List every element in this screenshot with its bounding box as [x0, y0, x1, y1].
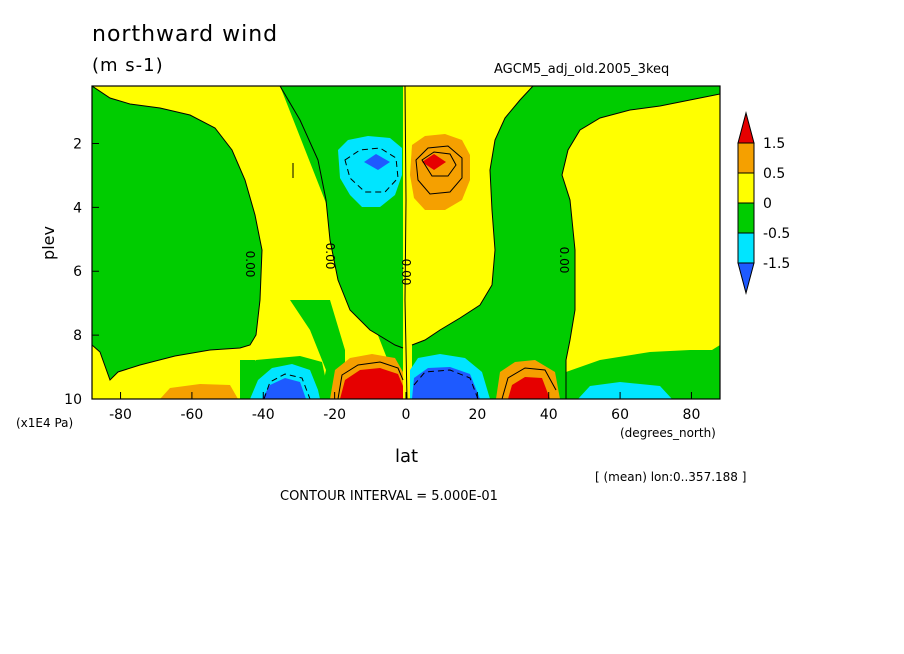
y-tick-label: 10 [64, 392, 82, 408]
x-tick-label: -60 [180, 407, 203, 423]
x-tick-label: 0 [402, 407, 411, 423]
contour-fill-orange-lowleft [160, 384, 238, 399]
x-axis-units: (degrees_north) [620, 426, 716, 440]
y-tick-label: 4 [73, 200, 82, 216]
contour-line-zero-south [92, 86, 263, 381]
x-tick-label: -20 [323, 407, 346, 423]
contour-fill-layer [92, 86, 720, 399]
contour-fill-orange-upper-north [410, 134, 470, 210]
colorbar-label: -1.5 [763, 256, 790, 272]
contour-fill-blue-low-north [412, 367, 480, 399]
contour-line-cyan-low-south [263, 373, 311, 399]
colorbar-label: 1.5 [763, 136, 785, 152]
chart-units: (m s-1) [92, 55, 164, 76]
contour-fill-red-low-north [508, 377, 550, 399]
contour-fill-negative-north [412, 86, 720, 399]
y-axis-ticks [92, 142, 99, 400]
x-axis-tick-labels: -80 -60 -40 -20 0 20 40 60 80 [109, 407, 700, 423]
contour-line-red-low-south [337, 361, 404, 399]
contour-line-orange-upper [415, 145, 463, 195]
contour-fill-blue-low-south [262, 378, 306, 399]
contour-labels: 0.00 0.00 0.00 0.00 [243, 243, 571, 286]
y-axis-label: plev [39, 226, 58, 260]
x-axis-label: lat [395, 446, 419, 467]
y-tick-label: 8 [73, 328, 82, 344]
contour-label: 0.00 [323, 243, 337, 270]
y-tick-label: 2 [73, 136, 82, 152]
contour-line-zero-equator [404, 86, 408, 399]
contour-line-zero-northeast [561, 93, 720, 399]
contour-line-orange-upper-inner [421, 151, 457, 177]
colorbar-label: 0.5 [763, 166, 785, 182]
x-tick-label: -80 [109, 407, 132, 423]
chart-title: northward wind [92, 22, 279, 47]
contour-line-red-low-north [501, 367, 557, 399]
contour-fill-red-low-south [340, 368, 403, 399]
y-tick-label: 6 [73, 264, 82, 280]
contour-line-blue-low-north [413, 369, 479, 399]
contour-label: 0.00 [399, 259, 413, 286]
contour-line-zero-north [411, 86, 534, 346]
colorbar-labels: 1.5 0.5 0 -0.5 -1.5 [763, 136, 790, 272]
contour-fill-cyan-low-northeast [578, 382, 672, 399]
x-tick-label: 20 [468, 407, 486, 423]
contour-label: 0.00 [243, 251, 257, 278]
dataset-label: AGCM5_adj_old.2005_3keq [494, 62, 670, 77]
colorbar-segment-orange [737, 142, 755, 174]
colorbar: 1.5 0.5 0 -0.5 -1.5 [737, 111, 790, 295]
colorbar-top-arrow [737, 111, 755, 144]
mean-note: [ (mean) lon:0..357.188 ] [595, 470, 747, 484]
y-axis-units: (x1E4 Pa) [16, 416, 74, 430]
x-tick-label: -40 [252, 407, 275, 423]
colorbar-bottom-arrow [737, 262, 755, 295]
colorbar-segment-green [737, 202, 755, 234]
x-tick-label: 80 [683, 407, 701, 423]
y-axis-tick-labels: 2 4 6 8 10 [64, 136, 82, 408]
contour-fill-blue-upper-south [364, 154, 390, 170]
contour-line-cyan-upper [344, 147, 399, 193]
contour-fill-negative-south [92, 86, 262, 380]
contour-interval: CONTOUR INTERVAL = 5.000E-01 [280, 489, 498, 504]
colorbar-segment-yellow [737, 172, 755, 204]
contour-lines [92, 86, 720, 399]
colorbar-label: -0.5 [763, 226, 790, 242]
x-axis-ticks [120, 392, 692, 399]
x-tick-label: 40 [540, 407, 558, 423]
colorbar-segment-cyan [737, 232, 755, 264]
contour-label: 0.00 [557, 247, 571, 274]
x-tick-label: 60 [611, 407, 629, 423]
contour-line-zero-center [279, 86, 404, 349]
contour-fill-red-upper-north [422, 154, 446, 170]
colorbar-label: 0 [763, 196, 772, 212]
